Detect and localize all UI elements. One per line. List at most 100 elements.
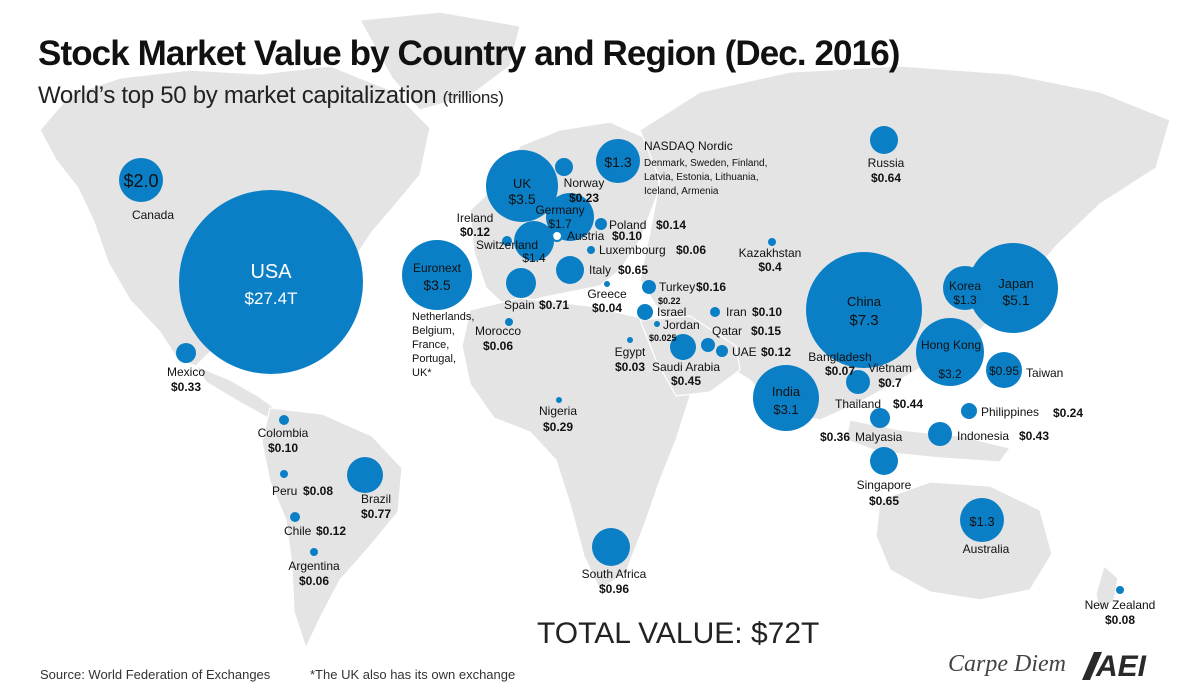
label-peru-name: Peru <box>272 484 297 498</box>
label-bangladesh-name: Bangladesh <box>808 350 871 364</box>
greenland-landmass <box>359 11 521 111</box>
label-australia-value: $1.3 <box>969 514 994 529</box>
label-colombia-name: Colombia <box>258 426 309 440</box>
label-spain-name: Spain <box>504 298 535 312</box>
label-canada-name: Canada <box>132 208 174 222</box>
label-india-value: $3.1 <box>773 402 798 417</box>
label-china-value: $7.3 <box>849 312 878 329</box>
label-south-africa-name: South Africa <box>582 567 647 581</box>
label-new-zealand-value: $0.08 <box>1105 613 1135 627</box>
bubble-argentina <box>310 548 318 556</box>
label-usa-name: USA <box>250 261 292 283</box>
label-korea-name: Korea <box>949 279 981 293</box>
bubble-south-africa <box>592 528 630 566</box>
bubble-japan <box>968 243 1058 333</box>
label-switzerland-value: $1.4 <box>522 251 546 265</box>
label-kazakhstan-value: $0.4 <box>758 260 782 274</box>
label-germany-name: Germany <box>535 203 584 217</box>
label-australia-name: Australia <box>963 542 1010 556</box>
label-brazil-name: Brazil <box>361 492 391 506</box>
bubble-spain <box>506 268 536 298</box>
label-mexico-name: Mexico <box>167 365 205 379</box>
bubble-switzerland <box>514 221 554 261</box>
label-italy-value: $0.65 <box>618 263 648 277</box>
bubble-korea <box>943 266 987 310</box>
australia-landmass <box>875 481 1053 601</box>
label-hong-kong-value: $3.2 <box>938 367 962 381</box>
uk-footnote: *The UK also has its own exchange <box>310 667 516 682</box>
label-saudi-arabia-name: Saudi Arabia <box>652 360 720 374</box>
label-thailand-name: Thailand <box>835 397 881 411</box>
bubble-germany <box>546 193 594 241</box>
label-malaysia-value: $0.36 <box>820 430 850 444</box>
label-egypt-name: Egypt <box>615 345 646 359</box>
label-nigeria-value: $0.29 <box>543 420 573 434</box>
aei-logo: AEI <box>1082 650 1147 682</box>
label-iran-value: $0.10 <box>752 305 782 319</box>
page-title: Stock Market Value by Country and Region… <box>38 34 900 73</box>
bubble-norway <box>555 158 573 176</box>
bubble-chile <box>290 512 300 522</box>
bubble-bangladesh <box>834 340 842 348</box>
label-kazakhstan-name: Kazakhstan <box>739 246 802 260</box>
label-switzerland-name: Switzerland <box>476 238 538 252</box>
bubble-egypt <box>627 337 633 343</box>
label-taiwan-value: $0.95 <box>989 364 1019 378</box>
label-austria-value: $0.10 <box>612 229 642 243</box>
subtitle-text: World’s top 50 by market capitalization <box>38 82 437 109</box>
label-qatar-name: Qatar <box>712 324 742 338</box>
label-israel-name: Israel <box>657 305 686 319</box>
label-argentina-name: Argentina <box>288 559 340 573</box>
label-uk-value: $3.5 <box>508 191 535 207</box>
bubble-morocco <box>505 318 513 326</box>
label-vietnam-value: $0.7 <box>878 376 902 390</box>
label-ireland-value: $0.12 <box>460 225 490 239</box>
label-turkey-name: Turkey <box>659 280 695 294</box>
label-indonesia-value: $0.43 <box>1019 429 1049 443</box>
bubble-nigeria <box>556 397 562 403</box>
label-chile-value: $0.12 <box>316 524 346 538</box>
label-nasdaq-nordic-value: $1.3 <box>604 154 631 170</box>
label-turkey-value: $0.16 <box>696 280 726 294</box>
label-euronext-note-4: Portugal, <box>412 353 456 365</box>
label-uae-value: $0.12 <box>761 345 791 359</box>
bubble-indonesia <box>928 422 952 446</box>
bubble-hong-kong <box>916 318 984 386</box>
bubble-greece <box>604 281 610 287</box>
label-nasdaq-nordic-note-1: Denmark, Sweden, Finland, <box>644 158 767 169</box>
label-iran-name: Iran <box>726 305 747 319</box>
label-thailand-value: $0.44 <box>893 397 923 411</box>
label-usa-value: $27.4T <box>245 289 298 308</box>
bubble-taiwan <box>986 352 1022 388</box>
label-euronext-note-3: France, <box>412 339 449 351</box>
label-singapore-value: $0.65 <box>869 494 899 508</box>
label-singapore-name: Singapore <box>857 478 912 492</box>
aei-logo-slash <box>1082 652 1102 680</box>
label-euronext-note-1: Netherlands, <box>412 311 474 323</box>
label-brazil-value: $0.77 <box>361 507 391 521</box>
page-subtitle: World’s top 50 by market capitalization … <box>38 82 504 110</box>
label-hong-kong-name: Hong Kong <box>921 338 981 352</box>
bubble-singapore <box>870 447 898 475</box>
label-germany-value: $1.7 <box>548 217 572 231</box>
label-indonesia-name: Indonesia <box>957 429 1009 443</box>
label-spain-value: $0.71 <box>539 298 569 312</box>
label-norway-value: $0.23 <box>569 191 599 205</box>
label-india-name: India <box>772 384 801 399</box>
bubble-turkey <box>642 280 656 294</box>
label-colombia-value: $0.10 <box>268 441 298 455</box>
bubble-luxembourg <box>587 246 595 254</box>
label-nasdaq-nordic-name: NASDAQ Nordic <box>644 139 733 153</box>
bubble-peru <box>280 470 288 478</box>
label-greece-value: $0.04 <box>592 301 622 315</box>
label-egypt-value: $0.03 <box>615 360 645 374</box>
label-philippines-value: $0.24 <box>1053 406 1083 420</box>
total-value: TOTAL VALUE: $72T <box>537 617 820 650</box>
bubble-italy <box>556 256 584 284</box>
bubble-thailand <box>846 370 870 394</box>
label-new-zealand-name: New Zealand <box>1085 598 1156 612</box>
bubble-ireland <box>502 236 512 246</box>
bubble-uk <box>486 150 558 222</box>
